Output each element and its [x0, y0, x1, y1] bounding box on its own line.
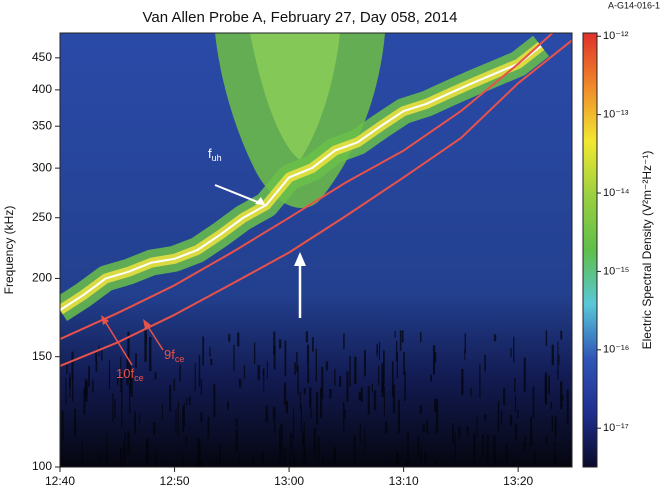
- x-tick-label: 13:10: [389, 474, 419, 488]
- y-tick-label: 150: [32, 349, 52, 363]
- emission-blob-core: [250, 33, 340, 160]
- line: [60, 33, 554, 341]
- arrow: [214, 184, 266, 206]
- y-tick-label: 300: [32, 160, 52, 174]
- colorbar-tick-label: 10⁻¹²: [603, 30, 629, 42]
- x-tick-label: 13:20: [503, 474, 533, 488]
- figure-id: A-G14-016-1: [608, 0, 660, 10]
- arrow-head: [294, 252, 306, 266]
- annotation: 9fce: [164, 347, 184, 364]
- y-tick-label: 350: [32, 118, 52, 132]
- arrow: [102, 317, 133, 366]
- colorbar-tick-label: 10⁻¹⁷: [603, 422, 629, 434]
- colorbar: [582, 32, 598, 468]
- y-tick-label: 400: [32, 82, 52, 96]
- y-tick-label: 100: [32, 459, 52, 473]
- colorbar-tick-label: 10⁻¹⁴: [603, 187, 630, 199]
- colorbar-tick-label: 10⁻¹⁶: [603, 344, 629, 356]
- y-tick-label: 450: [32, 50, 52, 64]
- arrow-head: [101, 315, 109, 325]
- y-axis-label: Frequency (kHz): [2, 206, 16, 295]
- noise-streaks: [60, 330, 569, 467]
- line: [60, 45, 542, 311]
- colorbar-label: Electric Spectral Density (V²m⁻²Hz⁻¹): [640, 151, 654, 350]
- colorbar-tick-label: 10⁻¹⁵: [603, 265, 629, 277]
- x-tick-label: 12:50: [160, 474, 190, 488]
- series: [60, 39, 572, 367]
- annotation: fuh: [208, 146, 222, 163]
- x-tick-label: 13:00: [274, 474, 304, 488]
- line: [60, 39, 572, 367]
- y-tick-label: 200: [32, 271, 52, 285]
- annotation: 10fce: [116, 366, 144, 383]
- colorbar-tick-label: 10⁻¹³: [603, 109, 629, 121]
- y-tick-label: 250: [32, 210, 52, 224]
- arrow-head: [143, 319, 151, 329]
- arrow-head: [255, 197, 265, 205]
- chart-title: Van Allen Probe A, February 27, Day 058,…: [143, 9, 458, 26]
- series: [60, 33, 554, 341]
- spectrogram-background: [60, 33, 572, 467]
- plot-frame: [59, 32, 573, 468]
- series: [60, 35, 550, 322]
- x-tick-label: 12:40: [45, 474, 75, 488]
